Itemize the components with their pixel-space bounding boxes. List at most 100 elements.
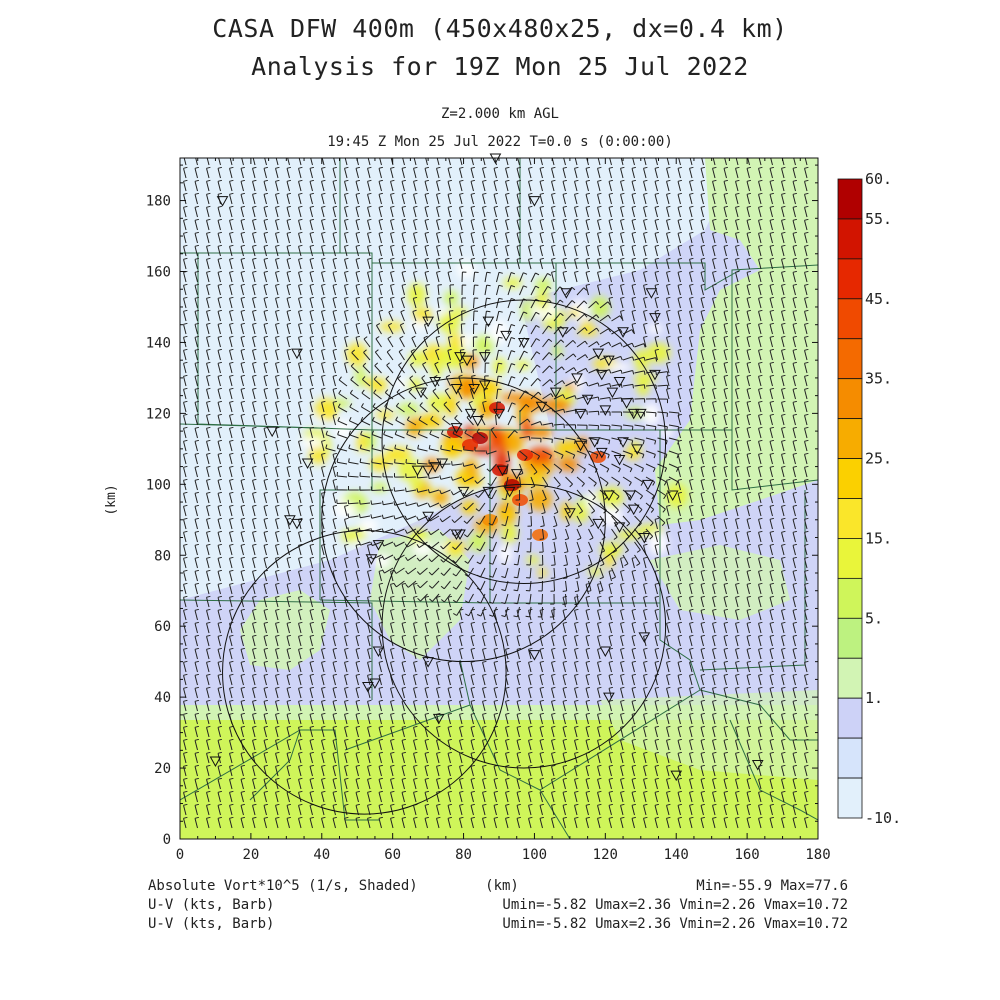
vorticity-patch [521,299,536,321]
station-marker [627,504,640,516]
colorbar-swatch [837,218,863,260]
x-tick-label: 0 [176,847,184,863]
y-axis: 0 20 40 60 80 100 120 140 160 180 [146,164,818,848]
vorticity-core [512,494,528,506]
vorticity-patch [646,342,671,363]
vorticity-patch [555,440,571,457]
station-marker [291,348,303,360]
station-markers [209,153,764,782]
station-marker [581,394,594,406]
vorticity-patch [412,542,434,557]
station-marker [411,465,424,477]
colorbar-label: 45. [865,290,892,308]
barb-label-2: U-V (kts, Barb) [148,916,274,932]
station-marker [617,437,629,448]
station-marker [642,479,654,491]
vorticity-patch [478,399,495,419]
station-marker [429,376,442,388]
vorticity-patch [529,425,553,439]
colorbar: 60. 55. 45. 35. 25. 15. 5. 1. -10. [837,170,901,827]
station-marker [429,462,442,473]
y-tick-label: 160 [146,265,171,281]
vorticity-patch [412,307,433,323]
vorticity-patch [659,426,674,438]
station-marker [613,376,626,388]
station-marker [365,554,378,565]
station-marker [649,369,661,381]
y-tick-label: 20 [154,761,171,777]
station-marker [450,384,463,395]
vorticity-patch [314,398,338,420]
station-marker [464,408,477,420]
vorticity-core [590,451,606,463]
radar-range-rings [222,299,667,815]
y-tick-label: 80 [154,548,171,564]
station-marker [422,657,434,668]
vorticity-patch [375,410,395,420]
vorticity-patch [642,403,660,426]
station-marker [301,458,314,470]
vorticity-core [472,432,488,444]
station-marker [216,196,229,207]
vorticity-shading [180,158,818,839]
station-marker [471,415,484,427]
y-tick-label: 0 [163,832,171,848]
station-marker [209,756,222,767]
station-marker [634,408,647,420]
station-marker [595,447,608,459]
vorticity-patch [492,357,507,376]
x-tick-label: 20 [242,847,259,863]
vorticity-patch [379,321,405,332]
station-marker [478,352,491,363]
vorticity-patch [487,426,503,448]
vorticity-core [447,426,463,438]
colorbar-swatch [837,458,863,499]
vorticity-patch [418,413,443,430]
colorbar-label: 5. [865,609,883,627]
vorticity-patch [438,311,461,334]
colorbar-label: 60. [865,170,892,188]
colorbar-swatch [837,498,863,539]
y-tick-label: 180 [146,194,171,210]
vorticity-patch [500,392,527,403]
station-marker [454,529,466,540]
colorbar-swatch [837,298,863,340]
colorbar-swatch [837,697,863,739]
station-marker [603,490,615,501]
colorbar-swatch [837,657,863,699]
station-marker [645,288,658,299]
station-marker [599,405,612,416]
vorticity-patch [436,306,447,315]
x-tick-label: 140 [664,847,689,863]
vorticity-patch [432,489,449,505]
station-marker [606,387,619,399]
colorbar-swatch [837,777,863,819]
colorbar-swatch [837,577,863,619]
chart-subtitle: Analysis for 19Z Mon 25 Jul 2022 [251,52,749,81]
colorbar-swatch [837,178,863,220]
station-marker [482,316,495,328]
station-marker [751,760,764,771]
station-marker [603,355,615,367]
station-marker [631,444,644,455]
minmax-label: Min=-55.9 Max=77.6 [696,878,848,894]
vorticity-patch [557,456,579,472]
x-axis-label: (km) [485,878,519,894]
station-marker [528,650,541,661]
station-marker [588,437,601,448]
colorbar-label: -10. [865,809,901,827]
vorticity-patch [608,363,632,372]
station-marker [436,458,449,470]
vorticity-patch [488,320,509,344]
colorbar-swatch [837,378,863,420]
vorticity-core [462,439,478,451]
vorticity-patch [616,530,642,540]
chart-title: CASA DFW 400m (450x480x25, dx=0.4 km) [212,14,788,43]
wind-barb-field [183,158,809,829]
station-marker [461,355,473,367]
station-marker [517,337,530,349]
vorticity-patch [456,259,476,279]
vorticity-patch [581,318,593,333]
colorbar-label: 55. [865,210,892,228]
station-marker [571,373,583,384]
